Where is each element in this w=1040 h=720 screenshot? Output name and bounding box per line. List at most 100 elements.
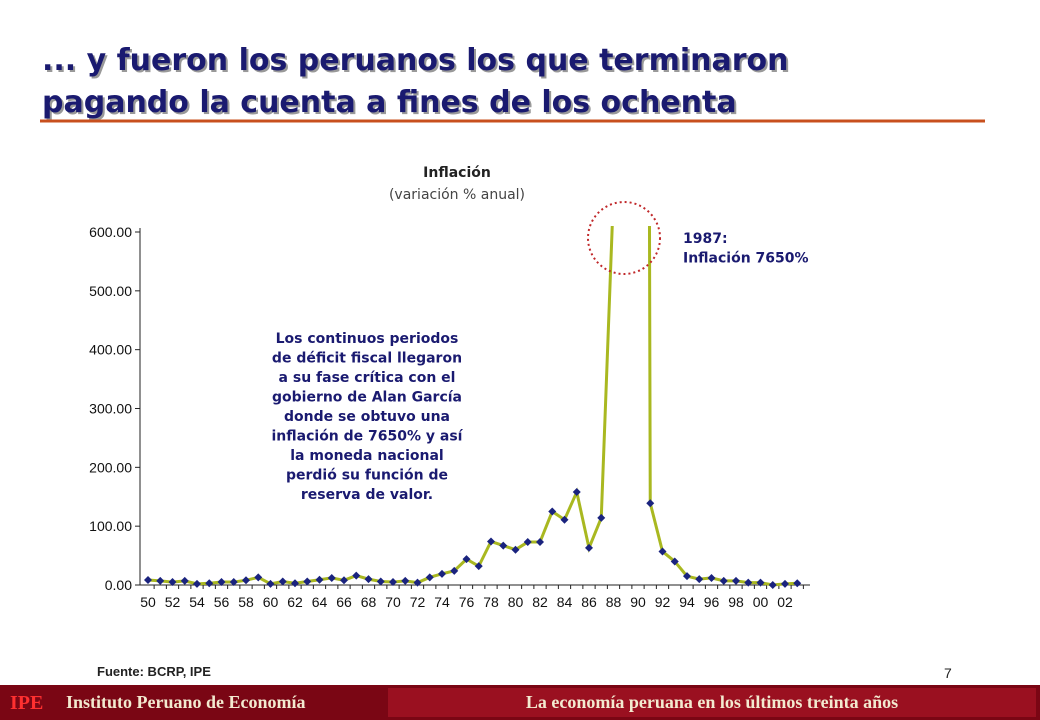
data-point xyxy=(499,541,508,550)
annotation-line: gobierno de Alan García xyxy=(272,390,462,406)
x-tick-label: 70 xyxy=(385,594,401,610)
data-point xyxy=(315,575,324,584)
data-point xyxy=(205,579,214,588)
data-point xyxy=(474,562,483,571)
data-point xyxy=(756,578,765,587)
y-tick-label: 400.00 xyxy=(89,342,132,358)
title-shadow: ... y fueron los peruanos los que termin… xyxy=(44,45,790,80)
data-point xyxy=(707,573,716,582)
x-tick-label: 50 xyxy=(140,594,156,610)
x-tick-label: 78 xyxy=(483,594,499,610)
data-point xyxy=(585,543,593,552)
x-tick-label: 86 xyxy=(581,594,597,610)
annotation-line: a su fase crítica con el xyxy=(279,370,456,386)
highlight-circle xyxy=(587,201,661,275)
data-point xyxy=(523,538,532,547)
data-point xyxy=(376,577,385,586)
footer-logo: IPE xyxy=(10,692,43,714)
footer-box xyxy=(388,688,1036,717)
chart: 0.00 100.00 200.00 300.00 400.00 500.00 600.00… xyxy=(89,189,810,610)
x-tick-label: 54 xyxy=(189,594,205,610)
y-tick-label: 0.00 xyxy=(105,577,132,593)
data-point xyxy=(768,581,777,589)
x-tick-label: 56 xyxy=(214,594,230,610)
data-point xyxy=(781,579,789,588)
x-tick-label: 96 xyxy=(704,594,720,610)
data-point xyxy=(266,579,275,588)
data-point xyxy=(462,555,471,564)
x-tick-label: 64 xyxy=(312,594,328,610)
annotation-line: la moneda nacional xyxy=(290,448,443,464)
y-tick-label: 300.00 xyxy=(89,401,132,417)
data-point xyxy=(610,189,618,197)
slide-title: ... y fueron los peruanos los que termin… xyxy=(42,43,790,122)
data-point xyxy=(487,537,495,546)
data-point xyxy=(144,575,152,584)
data-point xyxy=(364,575,373,584)
annotation-line: Inflación 7650% xyxy=(683,251,809,267)
data-point xyxy=(438,569,446,578)
chart-subtitle: (variación % anual) xyxy=(389,187,525,203)
x-tick-label: 66 xyxy=(336,594,352,610)
x-tick-label: 88 xyxy=(606,594,622,610)
annotation-line: inflación de 7650% y así xyxy=(272,429,464,445)
data-point xyxy=(401,576,410,585)
title-line: pagando la cuenta a fines de los ochenta xyxy=(42,85,737,120)
y-tick-label: 500.00 xyxy=(89,283,132,299)
x-tick-label: 82 xyxy=(532,594,548,610)
source: Fuente: BCRP, IPE xyxy=(97,664,211,679)
data-point xyxy=(683,572,691,581)
x-tick-label: 62 xyxy=(287,594,303,610)
data-point xyxy=(156,576,165,585)
annotation-line: 1987: xyxy=(683,231,728,247)
x-tick-label: 94 xyxy=(679,594,695,610)
x-tick-label: 76 xyxy=(459,594,475,610)
annotation-line: perdió su función de xyxy=(286,468,448,484)
data-point xyxy=(572,488,581,497)
x-tick-label: 72 xyxy=(410,594,426,610)
data-point xyxy=(340,576,348,585)
data-point xyxy=(193,579,201,588)
data-point xyxy=(793,579,802,588)
data-point xyxy=(511,545,520,554)
data-point xyxy=(450,566,459,575)
data-point xyxy=(389,578,397,587)
data-point xyxy=(670,557,679,566)
data-point xyxy=(217,578,226,587)
data-point xyxy=(548,507,557,516)
x-tick-label: 52 xyxy=(165,594,181,610)
y-tick-label: 100.00 xyxy=(89,518,132,534)
data-point xyxy=(168,578,177,587)
data-point xyxy=(229,578,238,587)
x-tick-label: 80 xyxy=(508,594,524,610)
data-point xyxy=(278,577,287,586)
annotations: Los continuos periodos de déficit fiscal … xyxy=(272,231,809,503)
y-tick-label: 600.00 xyxy=(89,224,132,240)
annotation-line: de déficit fiscal llegaron xyxy=(272,351,462,367)
data-point xyxy=(327,573,336,582)
data-point xyxy=(719,576,728,585)
data-point xyxy=(303,577,312,586)
x-tick-label: 58 xyxy=(238,594,254,610)
annotation-line: donde se obtuvo una xyxy=(284,409,450,425)
x-tick-label: 98 xyxy=(728,594,744,610)
data-point xyxy=(695,575,704,584)
data-point xyxy=(291,579,299,588)
title-shadow: pagando la cuenta a fines de los ochenta xyxy=(44,87,739,122)
y-tick-label: 200.00 xyxy=(89,459,132,475)
x-tick-label: 60 xyxy=(263,594,279,610)
title-line: ... y fueron los peruanos los que termin… xyxy=(42,43,788,78)
data-point xyxy=(658,547,667,556)
data-point xyxy=(413,578,422,587)
data-point xyxy=(352,571,361,580)
page-number: 7 xyxy=(944,665,952,681)
x-tick-label: 02 xyxy=(777,594,793,610)
x-tick-label: 92 xyxy=(655,594,671,610)
data-point xyxy=(425,573,434,582)
data-point xyxy=(560,515,569,524)
data-point xyxy=(254,573,263,582)
data-point xyxy=(180,576,189,585)
footer-tagline: La economía peruana en los últimos trein… xyxy=(526,692,898,712)
x-tick-label: 00 xyxy=(753,594,769,610)
